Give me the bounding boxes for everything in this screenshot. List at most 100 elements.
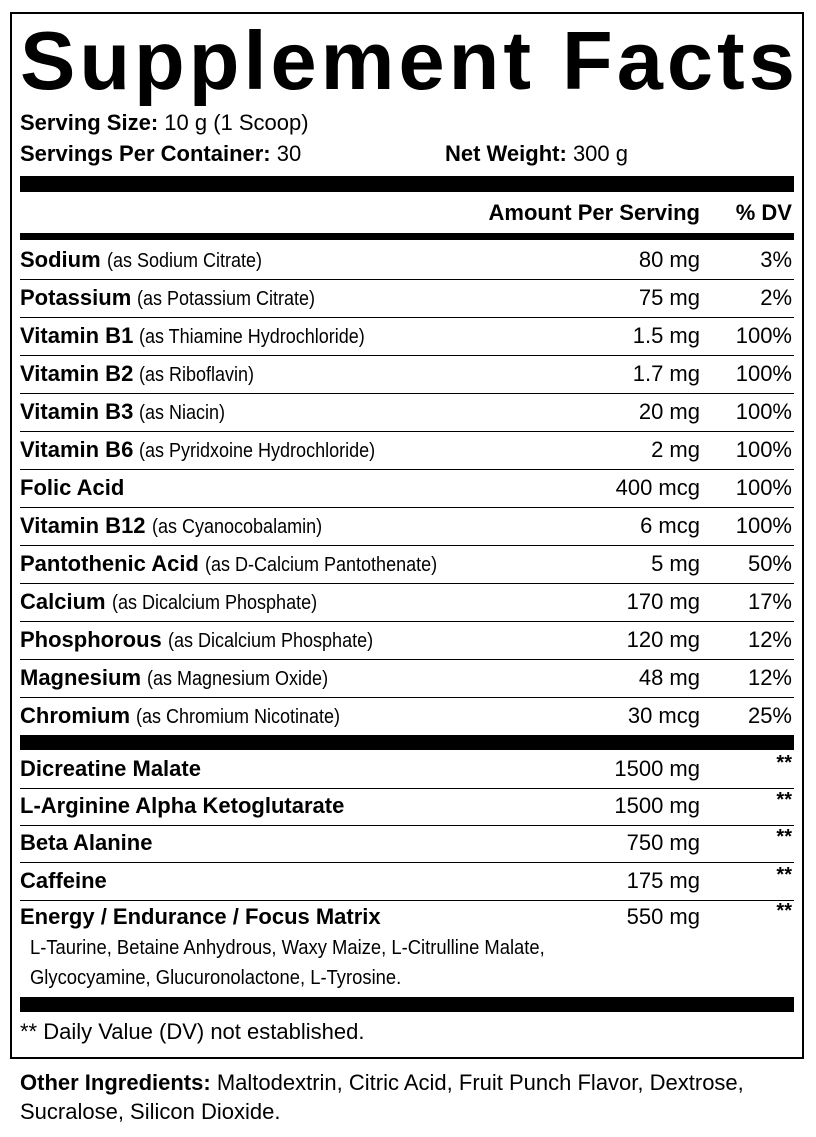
nutrient-source: (as Cyanocobalamin) (151, 516, 322, 538)
nutrient-amount: 6 mcg (640, 513, 700, 538)
nutrient-name: Chromium (20, 703, 130, 728)
nutrient-source: (as Magnesium Oxide) (147, 668, 329, 690)
nutrient-name: Vitamin B12 (20, 513, 146, 538)
nutrient-amount: 5 mg (651, 551, 700, 576)
matrix-ingredients-line: Glycocyamine, Glucuronolactone, L-Tyrosi… (30, 967, 402, 989)
nutrient-source: (as D-Calcium Pantothenate) (205, 554, 438, 576)
nutrient-dv: 100% (735, 399, 792, 424)
net-weight-value: 300 g (572, 141, 628, 166)
nutrient-source: (as Chromium Nicotinate) (136, 706, 341, 728)
nutrient-name: Folic Acid (20, 475, 125, 500)
supplement-facts-panel: Supplement Facts Serving Size: 10 g (1 S… (10, 12, 804, 1059)
nutrient-name: Phosphorous (20, 627, 162, 652)
nutrient-source: (as Riboflavin) (139, 364, 255, 386)
serving-size: Serving Size: 10 g (1 Scoop) (20, 110, 309, 136)
nutrient-amount: 48 mg (638, 665, 700, 690)
nutrient-row: Vitamin B2 (as Riboflavin) 1.7 mg 100% (20, 356, 794, 394)
ingredient-name: Dicreatine Malate (20, 756, 201, 781)
net-weight: Net Weight: 300 g (445, 141, 628, 167)
nutrient-row: Vitamin B3 (as Niacin) 20 mg 100% (20, 394, 794, 432)
panel-title: Supplement Facts (20, 14, 799, 107)
nutrient-dv: 50% (747, 551, 792, 576)
dv-header: % DV (735, 200, 792, 225)
nutrient-row: Magnesium (as Magnesium Oxide) 48 mg 12% (20, 660, 794, 698)
nutrient-dv: 17% (747, 589, 792, 614)
nutrient-row: Vitamin B1 (as Thiamine Hydrochloride) 1.… (20, 318, 794, 356)
servings-label: Servings Per Container: (20, 141, 271, 166)
nutrient-dv: 100% (735, 513, 792, 538)
nutrient-amount: 2 mg (651, 437, 700, 462)
ingredient-name: Beta Alanine (20, 830, 153, 855)
nutrient-amount: 20 mg (638, 399, 700, 424)
ingredient-dv: ** (776, 864, 792, 886)
nutrient-row: Pantothenic Acid (as D-Calcium Pantothen… (20, 546, 794, 584)
nutrient-name: Vitamin B2 (20, 361, 134, 386)
nutrient-row: Folic Acid 400 mcg 100% (20, 470, 794, 508)
ingredient-amount: 1500 mg (614, 793, 700, 818)
serving-size-value: 10 g (1 Scoop) (164, 110, 309, 135)
nutrient-name: Calcium (20, 589, 106, 614)
nutrient-amount: 1.5 mg (632, 323, 700, 348)
nutrient-amount: 170 mg (626, 589, 700, 614)
ingredient-name: Energy / Endurance / Focus Matrix (20, 904, 381, 929)
ingredient-row: L-Arginine Alpha Ketoglutarate 1500 mg ** (20, 788, 794, 826)
ingredient-row: Dicreatine Malate 1500 mg ** (20, 751, 794, 789)
nutrient-source: (as Sodium Citrate) (106, 250, 262, 272)
nutrient-amount: 80 mg (638, 247, 700, 272)
divider-thick (20, 997, 794, 1012)
nutrient-dv: 3% (760, 247, 792, 272)
ingredient-dv: ** (776, 900, 792, 922)
ingredient-amount: 175 mg (626, 868, 700, 893)
ingredient-amount: 750 mg (626, 830, 700, 855)
amount-header: Amount Per Serving (488, 200, 700, 225)
nutrient-row: Vitamin B6 (as Pyridxoine Hydrochloride)… (20, 432, 794, 470)
serving-size-label: Serving Size: (20, 110, 159, 135)
nutrient-source: (as Dicalcium Phosphate) (111, 592, 317, 614)
net-weight-label: Net Weight: (445, 141, 567, 166)
nutrient-name: Vitamin B1 (20, 323, 134, 348)
servings-value: 30 (276, 141, 302, 166)
divider-thick (20, 735, 794, 750)
nutrient-row: Potassium (as Potassium Citrate) 75 mg 2% (20, 280, 794, 318)
ingredient-dv: ** (776, 789, 792, 811)
nutrient-name: Potassium (20, 285, 132, 310)
nutrient-source: (as Dicalcium Phosphate) (167, 630, 373, 652)
ingredient-amount: 1500 mg (614, 756, 700, 781)
nutrient-dv: 100% (735, 437, 792, 462)
divider-thick (20, 176, 794, 192)
divider-medium (20, 233, 794, 240)
nutrient-row: Chromium (as Chromium Nicotinate) 30 mcg 2… (20, 698, 794, 736)
ingredient-name: Caffeine (20, 868, 107, 893)
nutrient-amount: 1.7 mg (632, 361, 700, 386)
matrix-ingredients-line: L-Taurine, Betaine Anhydrous, Waxy Maize… (30, 937, 545, 959)
ingredient-amount: 550 mg (626, 904, 700, 929)
nutrient-dv: 100% (735, 475, 792, 500)
nutrient-dv: 12% (747, 627, 792, 652)
ingredient-name: L-Arginine Alpha Ketoglutarate (20, 793, 345, 818)
nutrient-name: Magnesium (20, 665, 142, 690)
nutrient-row: Calcium (as Dicalcium Phosphate) 170 mg 17… (20, 584, 794, 622)
nutrient-amount: 30 mcg (627, 703, 700, 728)
nutrient-amount: 400 mcg (615, 475, 700, 500)
ingredient-dv: ** (776, 826, 792, 848)
nutrient-dv: 25% (747, 703, 792, 728)
nutrient-name: Vitamin B6 (20, 437, 134, 462)
ingredient-dv: ** (776, 752, 792, 774)
ingredient-row: Caffeine 175 mg ** (20, 863, 794, 901)
nutrient-source: (as Pyridxoine Hydrochloride) (139, 440, 376, 462)
nutrient-amount: 120 mg (626, 627, 700, 652)
nutrient-source: (as Thiamine Hydrochloride) (139, 326, 366, 348)
nutrient-row: Vitamin B12 (as Cyanocobalamin) 6 mcg 100% (20, 508, 794, 546)
other-ingredients-label: Other Ingredients: (20, 1070, 211, 1095)
ingredient-row: Beta Alanine 750 mg ** (20, 825, 794, 863)
nutrient-source: (as Niacin) (139, 402, 226, 424)
nutrient-name: Sodium (20, 247, 101, 272)
column-header: Amount Per Serving % DV (20, 200, 794, 232)
nutrient-dv: 2% (760, 285, 792, 310)
nutrient-row: Phosphorous (as Dicalcium Phosphate) 120 … (20, 622, 794, 660)
nutrient-dv: 100% (735, 323, 792, 348)
ingredient-row: Energy / Endurance / Focus Matrix 550 mg *… (20, 899, 794, 937)
other-ingredients-value: Maltodextrin, Citric Acid, Fruit Punch F… (20, 1070, 744, 1124)
nutrient-dv: 12% (747, 665, 792, 690)
footnote: ** Daily Value (DV) not established. (20, 1019, 365, 1044)
